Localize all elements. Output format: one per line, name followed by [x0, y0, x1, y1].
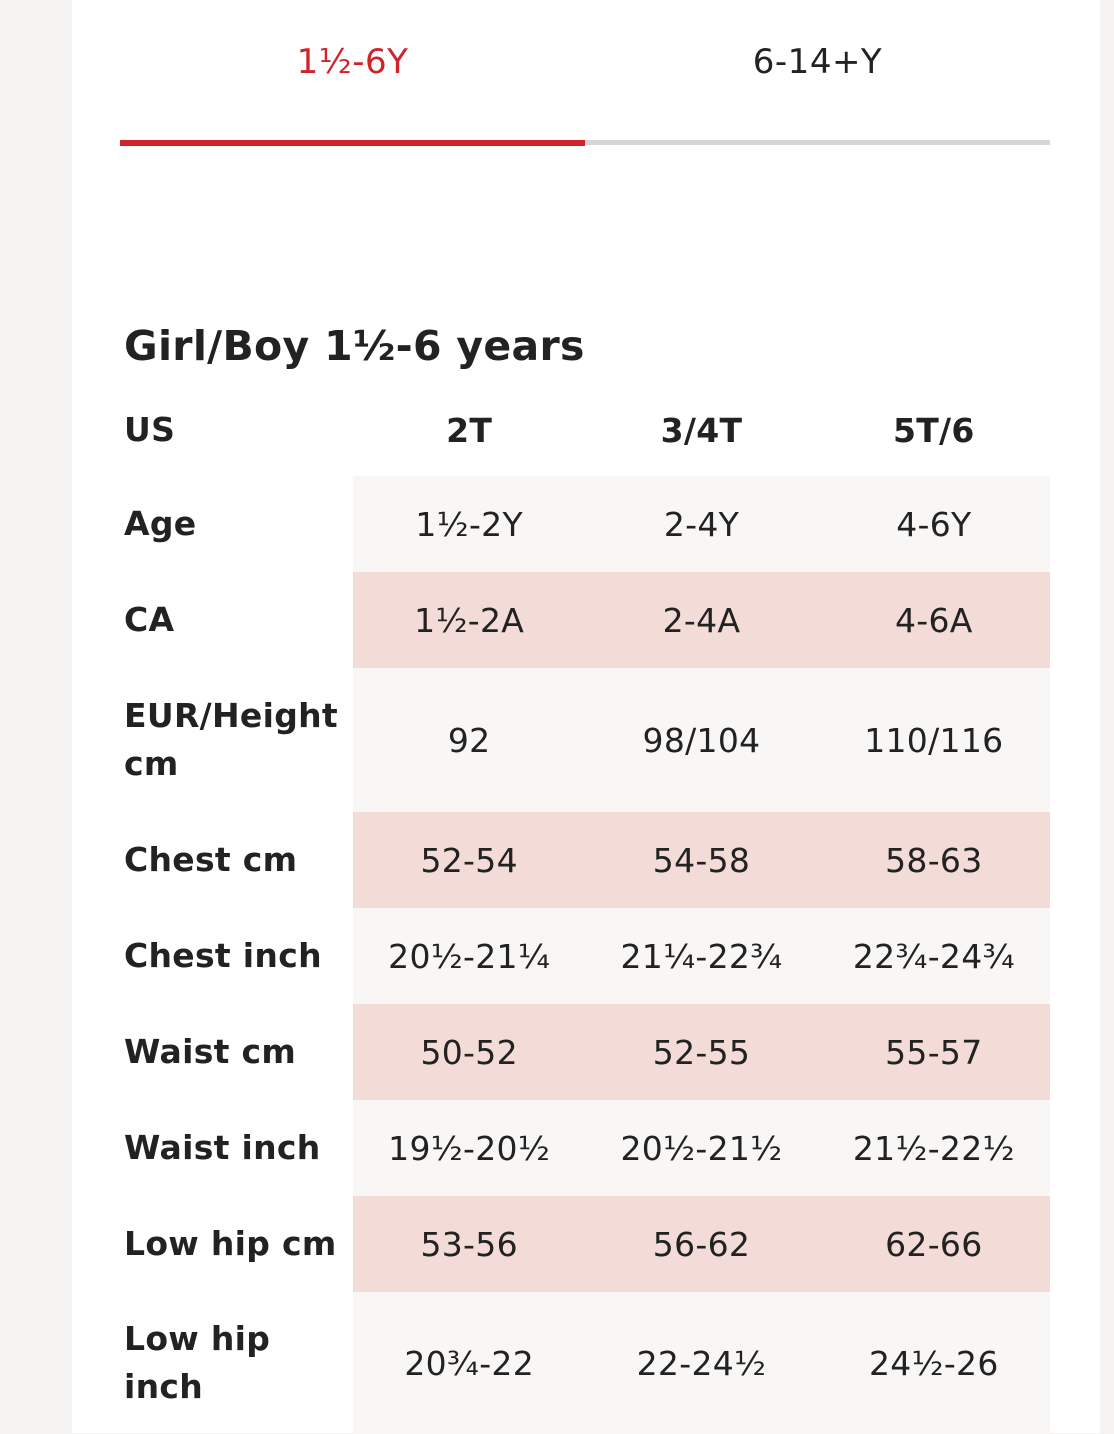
- table-row-low-hip-inch: Low hip inch 20¾-22 22-24½ 24½-26: [124, 1292, 1050, 1434]
- table-row-ca: CA 1½-2A 2-4A 4-6A: [124, 572, 1050, 668]
- row-values: 1½-2A 2-4A 4-6A: [353, 572, 1050, 668]
- table-cell: 2-4A: [662, 600, 741, 640]
- size-table: US 2T 3/4T 5T/6 Age 1½-2Y 2-4Y 4-6Y CA 1…: [124, 384, 1050, 1434]
- table-cell: 58-63: [885, 840, 983, 880]
- table-row-eur-height: EUR/Height cm 92 98/104 110/116: [124, 668, 1050, 812]
- row-values: 1½-2Y 2-4Y 4-6Y: [353, 476, 1050, 572]
- header-cell: 5T/6: [892, 410, 975, 450]
- row-label: Waist cm: [124, 1032, 297, 1071]
- table-cell: 21½-22½: [852, 1128, 1015, 1168]
- table-cell: 56-62: [652, 1224, 751, 1264]
- table-cell: 2-4Y: [663, 504, 740, 544]
- table-cell: 22¾-24¾: [852, 936, 1015, 976]
- table-cell: 53-56: [420, 1224, 518, 1264]
- table-header-row: US 2T 3/4T 5T/6: [124, 384, 1050, 476]
- table-cell: 92: [447, 720, 491, 760]
- section-title: Girl/Boy 1½-6 years: [124, 322, 585, 370]
- header-values: 2T 3/4T 5T/6: [353, 384, 1050, 476]
- table-cell: 22-24½: [636, 1343, 767, 1383]
- row-values: 53-56 56-62 62-66: [353, 1196, 1050, 1292]
- table-cell: 19½-20½: [388, 1128, 551, 1168]
- age-range-tabs: 1½-6Y 6-14+Y: [120, 0, 1050, 146]
- row-label: Low hip cm: [124, 1224, 337, 1263]
- tab-inactive-indicator: [585, 140, 1050, 145]
- table-cell: 55-57: [885, 1032, 983, 1072]
- tab-6-14y[interactable]: 6-14+Y: [585, 0, 1050, 146]
- table-row-waist-cm: Waist cm 50-52 52-55 55-57: [124, 1004, 1050, 1100]
- row-label: Age: [124, 504, 197, 543]
- row-values: 19½-20½ 20½-21½ 21½-22½: [353, 1100, 1050, 1196]
- table-cell: 20½-21¼: [388, 936, 551, 976]
- table-cell: 20¾-22: [404, 1343, 534, 1383]
- table-row-low-hip-cm: Low hip cm 53-56 56-62 62-66: [124, 1196, 1050, 1292]
- table-cell: 1½-2A: [414, 600, 525, 640]
- table-cell: 52-54: [420, 840, 518, 880]
- row-values: 92 98/104 110/116: [353, 668, 1050, 812]
- size-guide-panel: 1½-6Y 6-14+Y Girl/Boy 1½-6 years US 2T 3…: [72, 0, 1100, 1434]
- table-cell: 4-6A: [894, 600, 973, 640]
- tab-label: 6-14+Y: [752, 42, 883, 82]
- table-cell: 21¼-22¾: [620, 936, 783, 976]
- table-row-waist-inch: Waist inch 19½-20½ 20½-21½ 21½-22½: [124, 1100, 1050, 1196]
- header-cell: 3/4T: [660, 410, 743, 450]
- table-cell: 98/104: [642, 720, 761, 760]
- header-label: US: [124, 410, 176, 449]
- row-values: 20½-21¼ 21¼-22¾ 22¾-24¾: [353, 908, 1050, 1004]
- table-cell: 24½-26: [868, 1343, 999, 1383]
- table-row-chest-inch: Chest inch 20½-21¼ 21¼-22¾ 22¾-24¾: [124, 908, 1050, 1004]
- row-label: Chest inch: [124, 936, 322, 975]
- header-cell: 2T: [446, 410, 493, 450]
- row-values: 20¾-22 22-24½ 24½-26: [353, 1292, 1050, 1434]
- table-cell: 54-58: [652, 840, 751, 880]
- table-cell: 50-52: [420, 1032, 518, 1072]
- row-values: 52-54 54-58 58-63: [353, 812, 1050, 908]
- table-row-age: Age 1½-2Y 2-4Y 4-6Y: [124, 476, 1050, 572]
- row-label: Chest cm: [124, 840, 298, 879]
- row-label: EUR/Height cm: [124, 696, 339, 783]
- tab-label: 1½-6Y: [296, 42, 409, 82]
- table-cell: 4-6Y: [896, 504, 972, 544]
- table-cell: 52-55: [652, 1032, 751, 1072]
- table-cell: 20½-21½: [620, 1128, 783, 1168]
- table-cell: 62-66: [885, 1224, 983, 1264]
- tab-1-5-6y[interactable]: 1½-6Y: [120, 0, 585, 146]
- table-cell: 1½-2Y: [415, 504, 523, 544]
- table-cell: 110/116: [864, 720, 1004, 760]
- row-values: 50-52 52-55 55-57: [353, 1004, 1050, 1100]
- tab-active-indicator: [120, 140, 585, 146]
- table-row-chest-cm: Chest cm 52-54 54-58 58-63: [124, 812, 1050, 908]
- row-label: Low hip inch: [124, 1319, 271, 1406]
- row-label: CA: [124, 600, 175, 639]
- row-label: Waist inch: [124, 1128, 321, 1167]
